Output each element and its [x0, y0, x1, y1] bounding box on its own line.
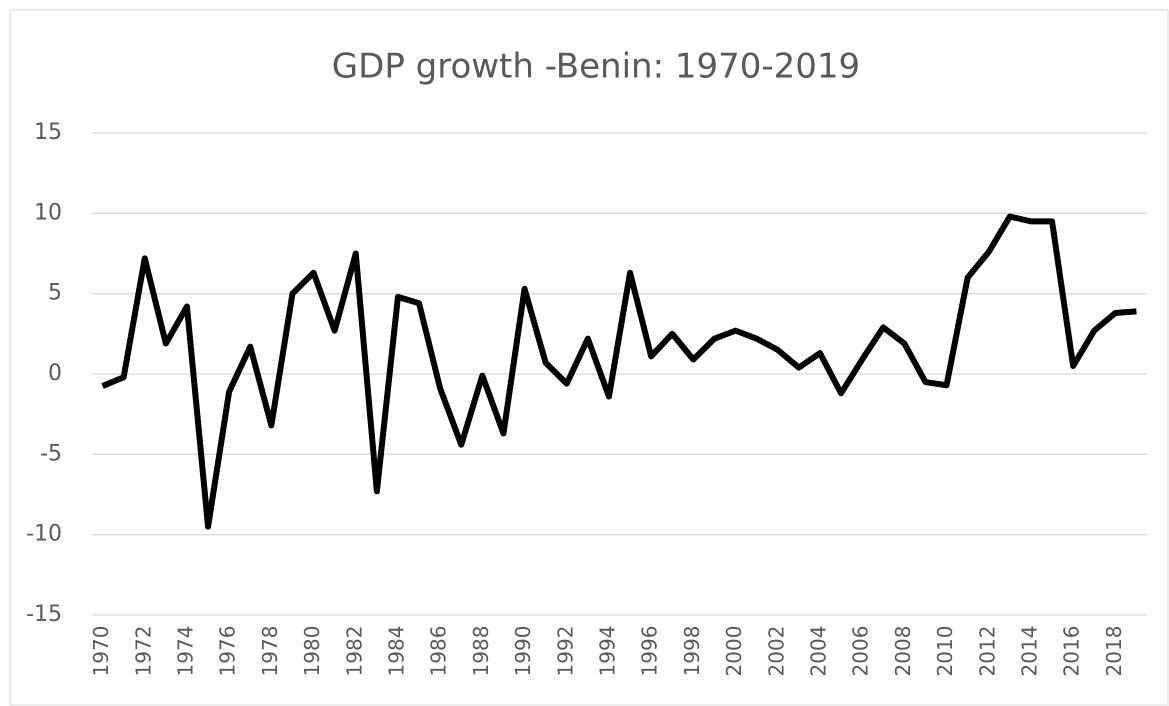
x-tick-label: 1998: [680, 626, 704, 677]
x-tick-label: 1980: [300, 626, 324, 677]
x-tick-label: 1976: [216, 626, 240, 677]
chart-frame: [9, 9, 1169, 706]
x-tick-label: 1970: [89, 626, 113, 677]
x-tick-label: 1996: [638, 626, 662, 677]
x-tick-label: 2014: [1017, 626, 1041, 677]
x-tick-label: 2016: [1060, 626, 1084, 677]
x-tick-label: 1984: [384, 626, 408, 677]
y-tick-label: -15: [26, 602, 62, 627]
y-tick-label: -10: [26, 522, 62, 547]
x-tick-label: 1974: [173, 626, 197, 677]
chart-title: GDP growth -Benin: 1970-2019: [332, 47, 860, 87]
x-tick-label: 1994: [595, 626, 619, 677]
x-tick-label: 1988: [469, 626, 493, 677]
x-tick-label: 2006: [849, 626, 873, 677]
x-tick-label: 2000: [722, 626, 746, 677]
x-tick-label: 2012: [975, 626, 999, 677]
y-tick-label: 15: [34, 120, 62, 145]
x-tick-label: 1992: [553, 626, 577, 677]
x-tick-label: 1978: [258, 626, 282, 677]
x-tick-label: 1972: [131, 626, 155, 677]
x-tick-label: 1982: [342, 626, 366, 677]
x-tick-label: 2018: [1102, 626, 1126, 677]
x-tick-label: 2010: [933, 626, 957, 677]
y-tick-label: -5: [40, 441, 62, 466]
y-tick-label: 10: [34, 200, 62, 225]
y-tick-label: 0: [48, 361, 62, 386]
x-tick-label: 2008: [891, 626, 915, 677]
x-tick-label: 2002: [764, 626, 788, 677]
x-tick-label: 1990: [511, 626, 535, 677]
line-series: [101, 213, 1137, 530]
y-tick-label: 5: [48, 281, 62, 306]
x-tick-label: 1986: [427, 626, 451, 677]
x-tick-label: 2004: [806, 626, 830, 677]
